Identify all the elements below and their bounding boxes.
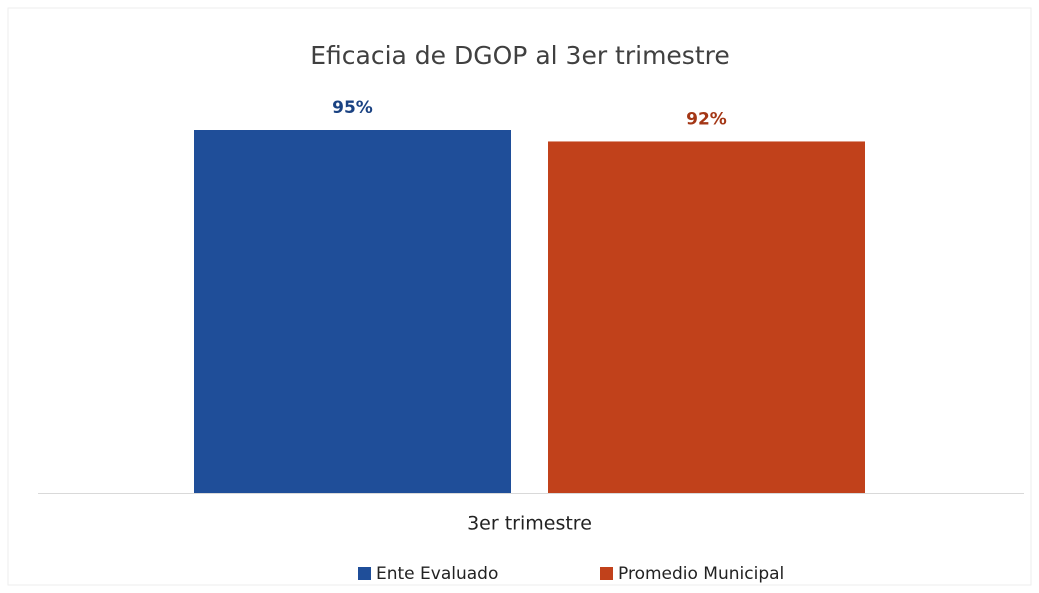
x-tick-label: 3er trimestre bbox=[467, 513, 592, 535]
legend-label: Ente Evaluado bbox=[376, 564, 498, 584]
chart-frame bbox=[7, 7, 1032, 586]
bar bbox=[194, 130, 511, 493]
bar bbox=[548, 141, 865, 493]
chart-title: Eficacia de DGOP al 3er trimestre bbox=[310, 41, 730, 70]
data-label: 92% bbox=[686, 109, 727, 129]
legend-swatch bbox=[358, 567, 371, 580]
legend-label: Promedio Municipal bbox=[618, 564, 784, 584]
data-label: 95% bbox=[332, 98, 373, 118]
legend-swatch bbox=[600, 567, 613, 580]
